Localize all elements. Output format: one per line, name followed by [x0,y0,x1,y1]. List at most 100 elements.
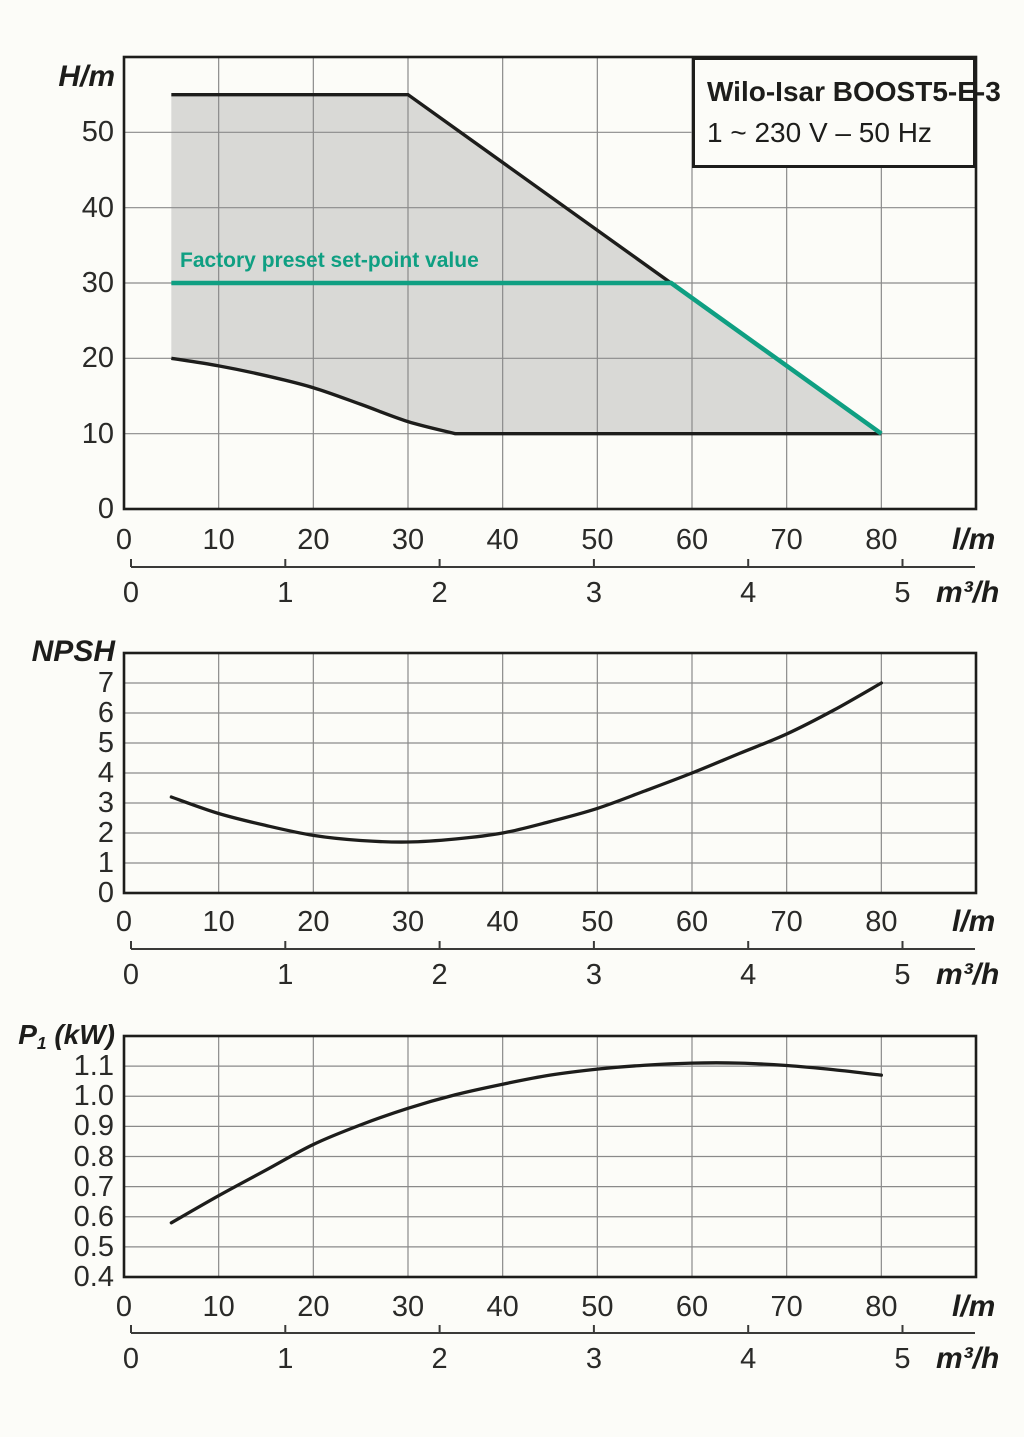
npsh-flow-unit-m3h: m³/h [936,958,1000,991]
plot-border [122,1034,978,1279]
y-tick-label: 0.4 [73,1261,114,1293]
grid [124,653,976,893]
m3h-tick-label: 0 [122,959,140,991]
x-tick-label: 80 [865,906,898,938]
m3h-axis [130,941,975,950]
head-axis-label: H/m [58,60,115,93]
x-tick-label: 20 [297,1291,330,1323]
m3h-tick-label: 2 [431,577,448,609]
min-head-curve [171,356,882,436]
x-tick-label: 0 [115,906,133,938]
npsh-chart [122,651,978,950]
m3h-tick-label: 1 [277,577,294,609]
y-tick-label: 10 [81,417,114,450]
x-tick-label: 80 [865,524,898,556]
y-tick-label: 30 [81,267,114,299]
m3h-tick-label: 1 [277,959,294,991]
m3h-tick-label: 4 [740,959,757,991]
m3h-tick-label: 5 [894,959,911,991]
x-tick-label: 50 [581,524,614,556]
y-tick-label: 50 [81,116,114,149]
y-tick-label: 20 [81,342,114,375]
npsh-flow-unit-lm: l/m [952,905,996,938]
head-envelope-chart [122,55,978,568]
power-flow-unit-lm: l/m [952,1290,996,1323]
x-tick-label: 10 [202,1291,235,1323]
y-tick-label: 5 [97,727,114,759]
y-tick-label: 0.5 [73,1230,114,1263]
x-tick-label: 0 [115,1291,133,1323]
y-tick-label: 1 [97,847,114,879]
npsh-axis-label: NPSH [31,635,115,668]
pump-model-name: Wilo-Isar BOOST5-E-3 [707,76,1001,107]
y-tick-label: 7 [97,667,114,699]
power-axis-label-base: P [18,1019,37,1050]
m3h-tick-label: 0 [122,1343,140,1375]
m3h-axis [130,559,975,568]
power-axis-label: P1 (kW) [0,1016,115,1062]
power-flow-unit-m3h: m³/h [936,1342,1000,1375]
y-tick-label: 0 [97,877,114,909]
y-tick-label: 40 [81,191,114,224]
x-tick-label: 60 [675,1291,709,1323]
m3h-tick-label: 4 [740,577,757,609]
y-tick-label: 0.6 [73,1200,114,1233]
x-tick-label: 60 [675,906,709,938]
pump-title-box: Wilo-Isar BOOST5-E-3 1 ~ 230 V – 50 Hz [692,57,1001,168]
y-tick-label: 2 [97,817,114,849]
x-tick-label: 70 [770,906,803,938]
m3h-tick-label: 0 [122,577,140,609]
m3h-tick-label: 3 [585,959,602,991]
grid [124,1036,976,1277]
m3h-tick-label: 1 [277,1343,294,1375]
factory-setpoint-line [171,280,883,436]
x-tick-label: 0 [115,524,133,556]
plot-border [122,55,978,511]
operating-envelope-area [171,94,882,434]
x-tick-label: 10 [202,524,235,556]
x-tick-label: 70 [770,1291,803,1323]
m3h-tick-label: 3 [585,1343,602,1375]
m3h-tick-label: 5 [894,577,911,609]
head-flow-unit-lm: l/m [952,523,996,556]
x-tick-label: 70 [770,524,803,556]
x-tick-label: 20 [297,906,330,938]
x-tick-label: 50 [581,1291,614,1323]
m3h-tick-label: 4 [740,1343,757,1375]
y-tick-label: 6 [97,697,114,729]
y-tick-label: 4 [97,757,114,789]
y-tick-label: 3 [97,787,114,819]
power-chart [122,1034,978,1334]
m3h-axis [130,1325,975,1334]
power-axis-label-unit: (kW) [46,1019,115,1050]
power-axis-label-subscript: 1 [36,1033,47,1053]
x-tick-label: 30 [391,524,425,556]
power-curve [169,1061,883,1225]
m3h-tick-label: 5 [894,1343,911,1375]
x-tick-label: 40 [486,906,519,938]
x-tick-label: 40 [486,1291,519,1323]
npsh-curve [169,681,883,844]
m3h-tick-label: 2 [431,959,448,991]
y-tick-label: 1.1 [73,1050,114,1083]
x-tick-label: 50 [581,906,614,938]
x-tick-label: 60 [675,524,709,556]
m3h-tick-label: 3 [585,577,602,609]
x-tick-label: 30 [391,906,425,938]
pump-electrical-rating: 1 ~ 230 V – 50 Hz [707,117,932,148]
plot-border [122,651,978,895]
m3h-tick-label: 2 [431,1343,448,1375]
head-flow-unit-m3h: m³/h [936,576,1000,609]
y-tick-label: 0.8 [73,1140,114,1173]
y-tick-label: 0 [97,493,114,525]
x-tick-label: 20 [297,524,330,556]
x-tick-label: 30 [391,1291,425,1323]
y-tick-label: 0.7 [73,1170,114,1203]
x-tick-label: 10 [202,906,235,938]
x-tick-label: 40 [486,524,519,556]
y-tick-label: 1.0 [73,1080,114,1113]
